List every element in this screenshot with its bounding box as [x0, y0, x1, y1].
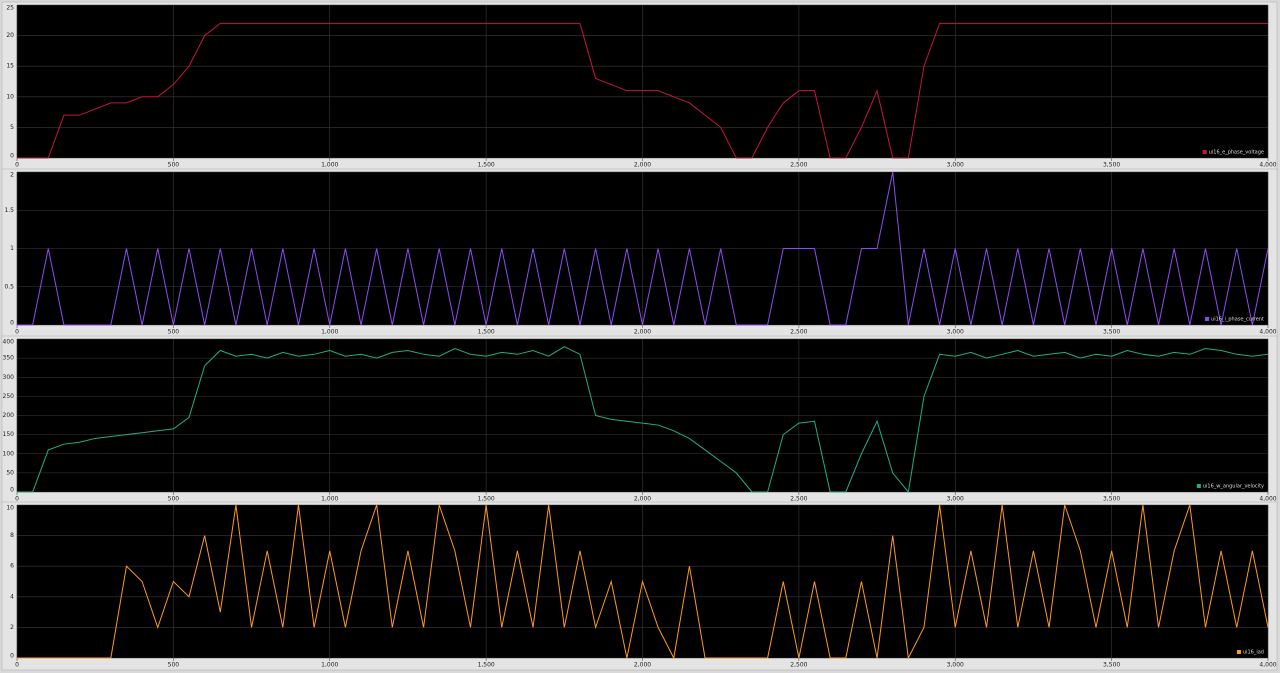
y-tick-label: 1 — [10, 245, 14, 252]
data-line — [17, 504, 1269, 660]
x-tick-label: 1,000 — [321, 496, 338, 503]
y-tick-label: 15 — [6, 63, 14, 70]
x-tick-label: 4,000 — [1259, 496, 1276, 503]
y-tick-label: 50 — [6, 469, 14, 476]
x-tick-label: 3,500 — [1103, 162, 1120, 169]
x-tick-label: 0 — [15, 329, 19, 336]
x-tick-label: 0 — [15, 662, 19, 669]
x-tick-label: 2,500 — [790, 496, 807, 503]
x-tick-label: 500 — [168, 162, 180, 169]
legend-swatch — [1196, 484, 1201, 488]
x-tick-label: 2,500 — [790, 662, 807, 669]
y-tick-label: 20 — [6, 32, 14, 39]
legend-label: ui16_e_phase_voltage — [1209, 150, 1264, 156]
x-tick-label: 3,500 — [1103, 496, 1120, 503]
legend-swatch — [1205, 317, 1210, 321]
x-tick-label: 3,000 — [947, 329, 964, 336]
x-tick-label: 4,000 — [1259, 162, 1276, 169]
x-tick-label: 2,500 — [790, 162, 807, 169]
data-line — [17, 171, 1269, 326]
x-tick-label: 3,000 — [947, 662, 964, 669]
x-tick-label: 2,000 — [634, 496, 651, 503]
x-tick-label: 500 — [168, 329, 180, 336]
x-tick-label: 1,500 — [478, 496, 495, 503]
legend-label: ui16_w_angular_velocity — [1203, 484, 1264, 490]
x-tick-label: 1,500 — [478, 162, 495, 169]
y-tick-label: 100 — [3, 450, 15, 457]
x-tick-label: 1,000 — [321, 329, 338, 336]
y-tick-label: 0 — [10, 487, 14, 494]
x-tick-label: 4,000 — [1259, 329, 1276, 336]
x-tick-label: 2,000 — [634, 662, 651, 669]
x-tick-label: 2,000 — [634, 162, 651, 169]
y-tick-label: 1.5 — [4, 207, 14, 214]
x-tick-label: 1,000 — [321, 162, 338, 169]
y-tick-label: 4 — [10, 593, 14, 600]
x-tick-label: 3,500 — [1103, 329, 1120, 336]
y-tick-label: 10 — [6, 93, 14, 100]
y-tick-label: 8 — [10, 532, 14, 539]
y-tick-label: 10 — [6, 505, 14, 512]
data-line — [17, 346, 1269, 494]
y-tick-label: 400 — [3, 339, 15, 346]
y-tick-label: 0 — [10, 653, 14, 660]
y-tick-label: 6 — [10, 563, 14, 570]
legend-swatch — [1236, 650, 1241, 654]
y-tick-label: 300 — [3, 374, 15, 381]
x-tick-label: 0 — [15, 496, 19, 503]
x-tick-label: 0 — [15, 162, 19, 169]
x-tick-label: 500 — [168, 496, 180, 503]
y-tick-label: 200 — [3, 412, 15, 419]
x-tick-label: 4,000 — [1259, 662, 1276, 669]
x-tick-label: 1,500 — [478, 329, 495, 336]
y-tick-label: 250 — [3, 393, 15, 400]
legend-label: ui16_i_phase_current — [1211, 317, 1264, 323]
y-tick-label: 2 — [10, 624, 14, 631]
x-tick-label: 3,000 — [947, 496, 964, 503]
y-tick-label: 350 — [3, 355, 15, 362]
y-tick-label: 2 — [10, 172, 14, 179]
x-tick-label: 3,000 — [947, 162, 964, 169]
x-tick-label: 2,500 — [790, 329, 807, 336]
x-tick-label: 1,000 — [321, 662, 338, 669]
y-tick-label: 0.5 — [4, 283, 14, 290]
y-tick-label: 0 — [10, 320, 14, 327]
x-tick-label: 2,000 — [634, 329, 651, 336]
data-line — [17, 22, 1268, 159]
y-tick-label: 5 — [10, 124, 14, 131]
x-tick-label: 3,500 — [1103, 662, 1120, 669]
x-tick-label: 500 — [168, 662, 180, 669]
legend-label: ui16_iad — [1243, 650, 1264, 656]
y-tick-label: 25 — [6, 5, 14, 12]
y-tick-label: 150 — [3, 431, 15, 438]
x-tick-label: 1,500 — [478, 662, 495, 669]
legend-swatch — [1202, 150, 1207, 154]
y-tick-label: 0 — [10, 153, 14, 160]
